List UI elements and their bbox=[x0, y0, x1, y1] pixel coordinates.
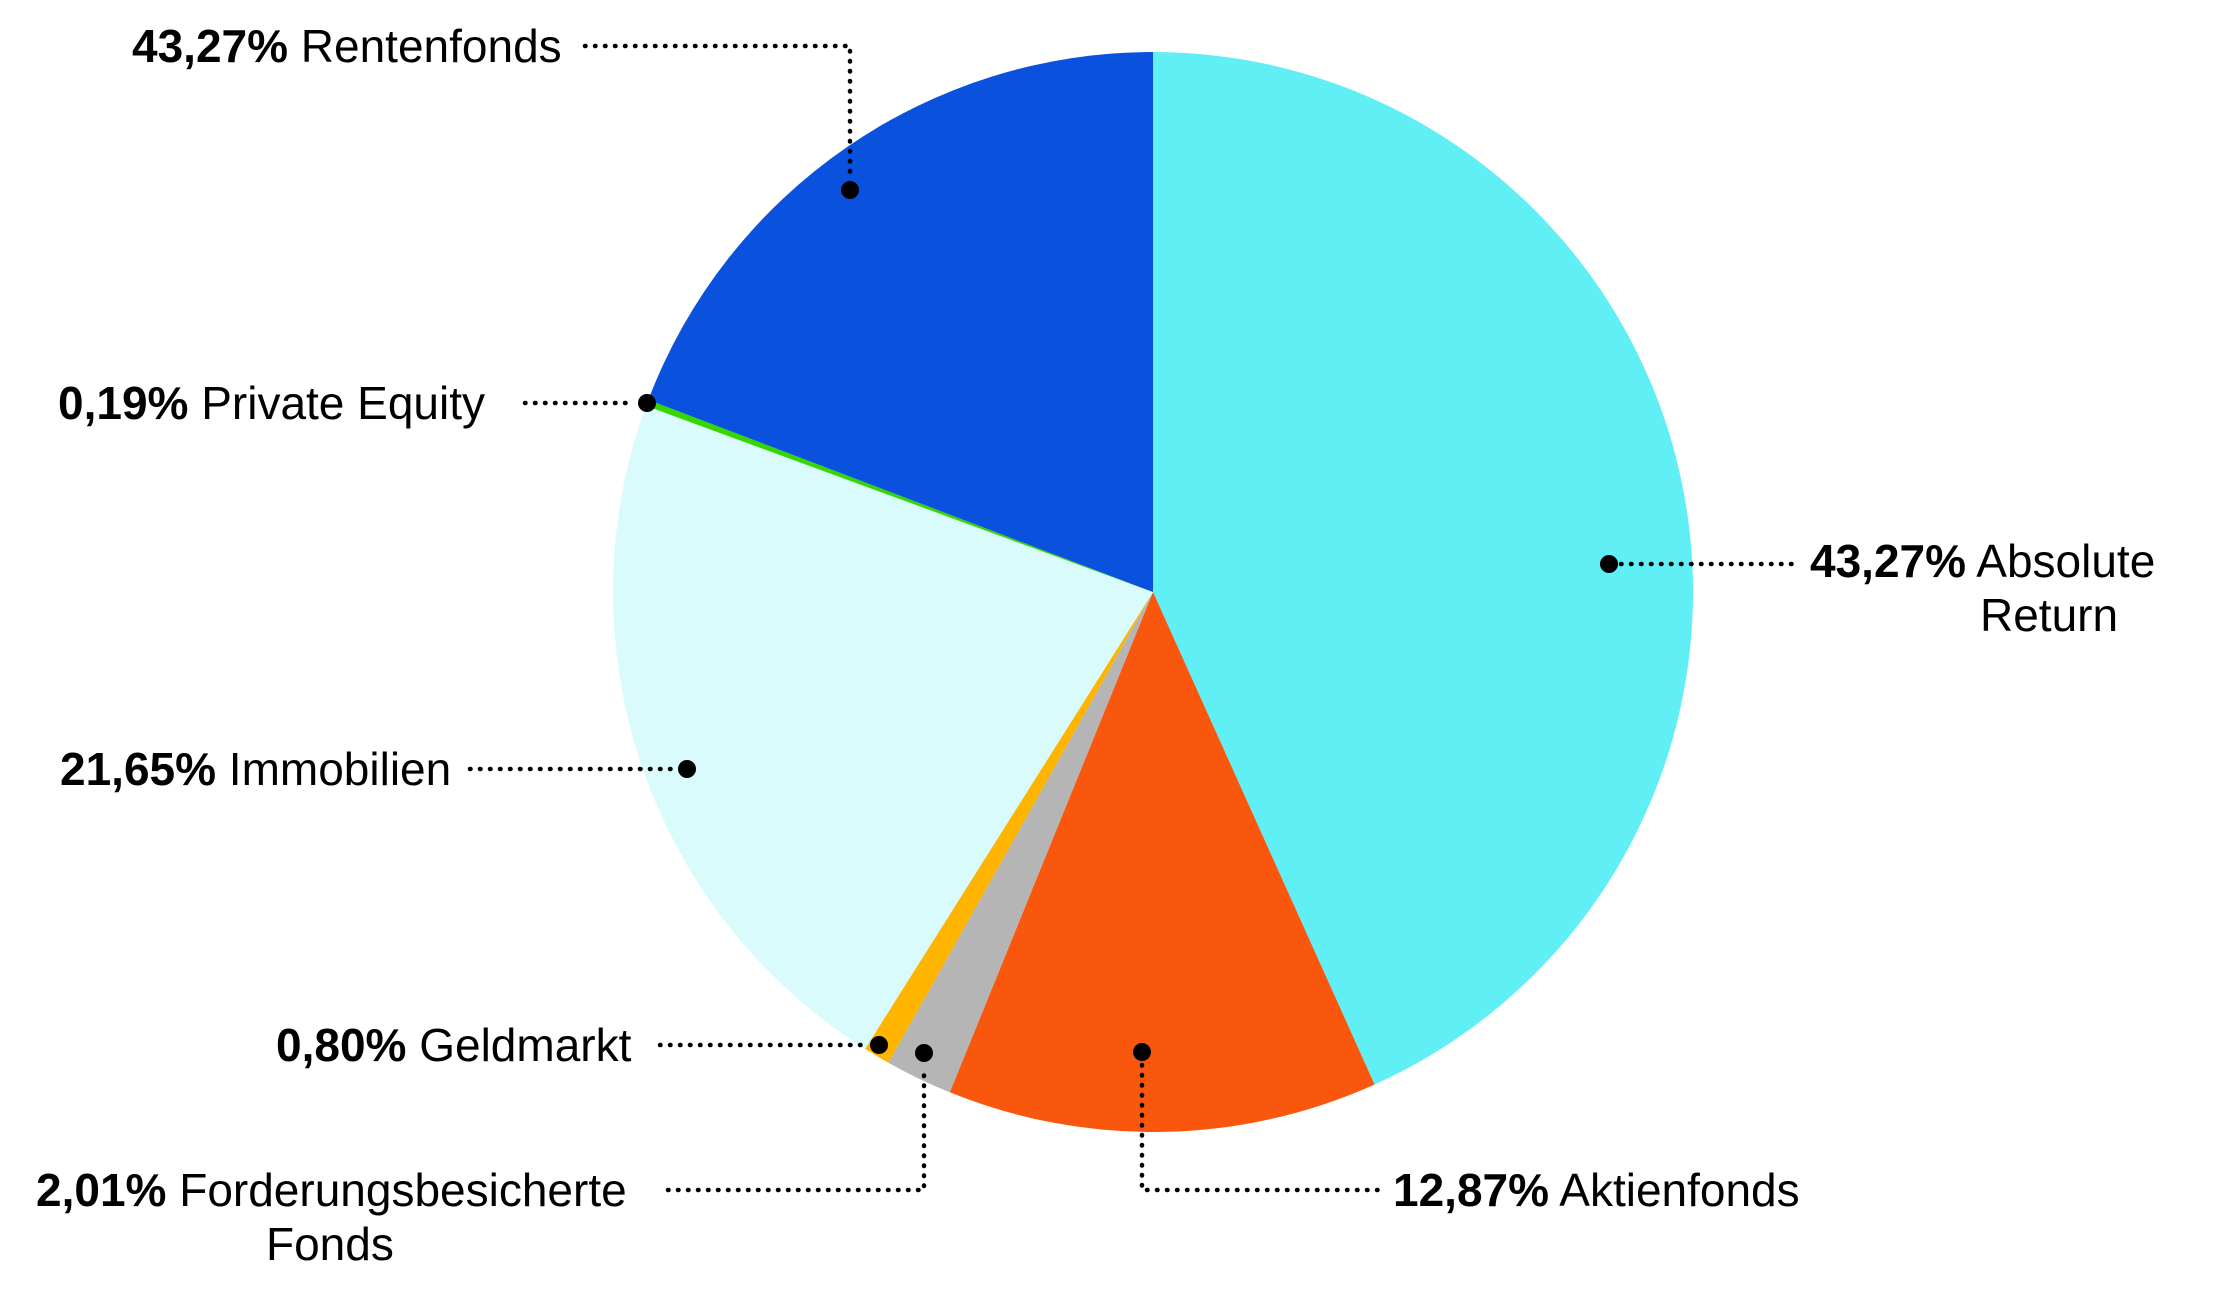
pie-slice-rentenfonds bbox=[648, 52, 1153, 592]
pie-slice-forderungsbesicherte-fonds bbox=[888, 592, 1153, 1093]
leader-forderung bbox=[665, 1063, 927, 1193]
callout-label: Rentenfonds bbox=[300, 20, 562, 72]
callout-label-line2: Return bbox=[1980, 589, 2119, 641]
callout-line-1: 2,01% Forderungsbesicherte bbox=[36, 1163, 627, 1217]
callout-aktienfonds: 12,87% Aktienfonds bbox=[1393, 1163, 1800, 1217]
pie-slices bbox=[612, 52, 1694, 1133]
leader-rentenfonds bbox=[582, 43, 853, 180]
callout-dots bbox=[638, 181, 1618, 1062]
pie-slice-geldmarkt bbox=[865, 592, 1153, 1063]
dot-immobilien bbox=[678, 760, 696, 778]
pie-slice-aktienfonds bbox=[949, 592, 1375, 1133]
callout-pct: 0,19% bbox=[58, 377, 189, 429]
callout-pct: 0,80% bbox=[276, 1019, 407, 1071]
dot-rentenfonds bbox=[841, 181, 859, 199]
callout-pct: 43,27% bbox=[1810, 535, 1967, 587]
callout-line-2: Fonds bbox=[266, 1217, 627, 1271]
callout-pct: 12,87% bbox=[1393, 1164, 1550, 1216]
dot-forderung bbox=[915, 1044, 933, 1062]
callout-line-2: Return bbox=[1980, 588, 2155, 642]
pie-slice-immobilien bbox=[612, 405, 1153, 1049]
callout-line-1: 43,27% Absolute bbox=[1810, 534, 2155, 588]
callout-pct: 2,01% bbox=[36, 1164, 167, 1216]
callout-private-equity: 0,19% Private Equity bbox=[58, 376, 485, 430]
callout-rentenfonds: 43,27% Rentenfonds bbox=[132, 19, 562, 73]
callout-label: Absolute bbox=[1976, 535, 2156, 587]
callout-pct: 43,27% bbox=[132, 20, 289, 72]
dot-absolute-return bbox=[1600, 555, 1618, 573]
callout-label: Immobilien bbox=[228, 743, 452, 795]
pie-slice-private-equity bbox=[646, 399, 1153, 592]
callout-label: Forderungsbesicherte bbox=[179, 1164, 627, 1216]
dot-geldmarkt bbox=[870, 1036, 888, 1054]
callout-absolute-return: 43,27% Absolute Return bbox=[1810, 534, 2155, 642]
callout-label: Private Equity bbox=[201, 377, 486, 429]
callout-label: Geldmarkt bbox=[419, 1019, 632, 1071]
callout-immobilien: 21,65% Immobilien bbox=[60, 742, 451, 796]
leader-aktienfonds bbox=[1139, 1062, 1386, 1193]
callout-label-line2: Fonds bbox=[266, 1218, 394, 1270]
callout-forderungsbesicherte-fonds: 2,01% Forderungsbesicherte Fonds bbox=[36, 1163, 627, 1271]
callout-geldmarkt: 0,80% Geldmarkt bbox=[276, 1018, 631, 1072]
pie-slice-absolute-return bbox=[1153, 52, 1694, 1085]
dot-private-equity bbox=[638, 394, 656, 412]
callout-pct: 21,65% bbox=[60, 743, 217, 795]
callout-label: Aktienfonds bbox=[1559, 1164, 1800, 1216]
dot-aktienfonds bbox=[1133, 1043, 1151, 1061]
callout-leader-lines bbox=[467, 43, 1799, 1193]
